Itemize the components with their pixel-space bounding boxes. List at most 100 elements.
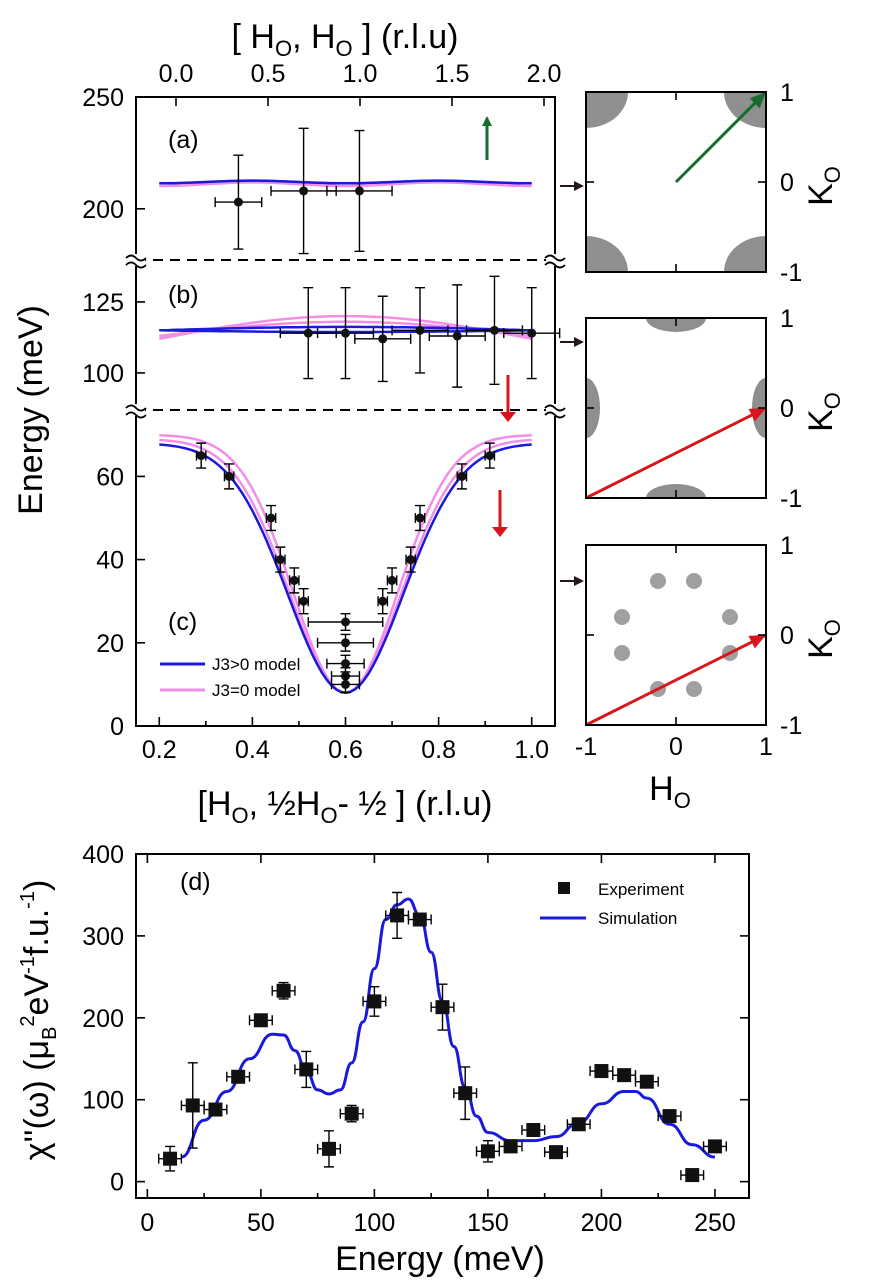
chi-ytick-label: 0	[110, 1169, 124, 1197]
data-point	[224, 471, 234, 481]
bz-xtick-label: -1	[575, 733, 597, 761]
chi-data-point	[662, 1109, 677, 1124]
red-arrow-2-head	[492, 527, 508, 537]
bz-ylabel: KO	[802, 392, 845, 432]
y-tick-label: 60	[96, 463, 124, 491]
data-point	[341, 617, 350, 627]
bottom-axis-title: [HO, ½HO- ½ ] (r.l.u)	[198, 785, 493, 828]
bottom-tick-label: 1.0	[514, 736, 549, 764]
bz-ylabel: KO	[802, 619, 845, 659]
dot	[722, 609, 738, 625]
legend-j3pos: J3>0 model	[212, 655, 300, 674]
bottom-tick-label: 0.8	[421, 736, 456, 764]
chi-data-point	[367, 994, 382, 1009]
side-arrow-head	[574, 337, 584, 347]
bz-ytick-label: -1	[780, 712, 802, 740]
chi-data-point	[231, 1069, 246, 1084]
model-curve-a	[159, 181, 532, 188]
top-tick-label: 0.0	[159, 60, 194, 88]
chi-data-point	[412, 912, 427, 927]
bz-ylabel: KO	[802, 166, 845, 206]
data-point	[266, 513, 276, 523]
chi-ylabel: χ''(ω) (μB2eV-1f.u.-1)	[17, 880, 61, 1161]
vector-arrow	[585, 406, 767, 500]
data-point	[354, 186, 364, 196]
y-tick-label: 200	[82, 196, 124, 224]
chi-data-point	[344, 1106, 359, 1121]
bz-frame	[585, 544, 767, 726]
bz-xtick-label: 1	[759, 733, 773, 761]
chi-xtick-label: 50	[247, 1209, 275, 1237]
y-tick-label: 20	[96, 630, 124, 658]
vector-arrow	[585, 633, 767, 727]
bz-ytick-label: 1	[780, 79, 794, 107]
chi-data-point	[185, 1098, 200, 1113]
chi-data-point	[480, 1144, 495, 1159]
dispersion-points	[195, 127, 561, 694]
data-point	[341, 659, 350, 669]
dot	[686, 681, 702, 697]
chi-ytick-label: 200	[82, 1005, 124, 1033]
red-arrow-1-head	[500, 412, 516, 422]
data-point	[457, 471, 467, 481]
simulation-curve	[180, 897, 716, 1159]
bz-ytick-label: 0	[780, 169, 794, 197]
y-tick-label: 125	[82, 289, 124, 317]
chi-xtick-label: 150	[467, 1209, 509, 1237]
chi-plot: 0 50 100 150 200 250 0 100 200 300 400	[82, 841, 750, 1237]
data-point	[303, 328, 313, 338]
chi-xtick-label: 250	[694, 1209, 736, 1237]
model-curve-a	[159, 179, 532, 185]
chi-data-point	[390, 908, 405, 923]
bz-ytick-label: 1	[780, 305, 794, 333]
data-point	[485, 451, 495, 461]
chi-ytick-label: 300	[82, 923, 124, 951]
dot	[614, 645, 630, 661]
top-tick-label: 1.0	[343, 60, 378, 88]
break-symbol	[544, 404, 566, 419]
data-point	[415, 325, 425, 335]
chi-data-point	[639, 1074, 654, 1089]
top-tick-label: 1.5	[435, 60, 470, 88]
data-point	[275, 555, 285, 565]
panel-label-b: (b)	[168, 281, 199, 309]
y-axis-title: Energy (meV)	[12, 305, 50, 515]
data-point	[378, 596, 388, 606]
data-point	[299, 186, 309, 196]
bz-content	[586, 92, 766, 272]
dispersion-plot: [ HO, HO ] (r.l.u) 0.0 0.5 1.0 1.5 2.0 0.2 0.…	[12, 18, 566, 828]
y-tick-label: 250	[82, 84, 124, 112]
chi-data-point	[571, 1117, 586, 1132]
data-point	[406, 555, 416, 565]
legend-simulation: Simulation	[598, 909, 677, 928]
chi-data-point	[707, 1139, 722, 1154]
chi-data-point	[503, 1139, 518, 1154]
bz-frame	[585, 317, 767, 499]
pocket	[724, 236, 766, 272]
data-point	[341, 679, 350, 689]
bz-map-b: 1 0 -1 KO	[560, 305, 845, 513]
chi-data-point	[435, 1000, 450, 1015]
chi-xlabel: Energy (meV)	[335, 1240, 545, 1278]
bottom-tick-label: 0.2	[142, 736, 177, 764]
chi-data-point	[685, 1168, 700, 1183]
pocket	[586, 236, 628, 272]
chi-data-point	[163, 1151, 178, 1166]
top-tick-label: 2.0	[527, 60, 562, 88]
data-point	[289, 575, 299, 585]
chi-data-point	[276, 983, 291, 998]
panel-label-c: (c)	[168, 608, 197, 636]
chi-ytick-label: 100	[82, 1087, 124, 1115]
bz-ytick-label: -1	[780, 259, 802, 287]
chi-data-point	[208, 1102, 223, 1117]
data-point	[341, 638, 350, 648]
side-arrow-head	[574, 576, 584, 586]
bz-map-a: 1 0 -1 KO	[560, 79, 845, 287]
chi-data-point	[549, 1145, 564, 1160]
side-arrow-head	[574, 181, 584, 191]
bz-ytick-label: 0	[780, 395, 794, 423]
bz-ytick-label: 0	[780, 622, 794, 650]
chi-data-point	[617, 1068, 632, 1083]
chi-xtick-label: 100	[354, 1209, 396, 1237]
